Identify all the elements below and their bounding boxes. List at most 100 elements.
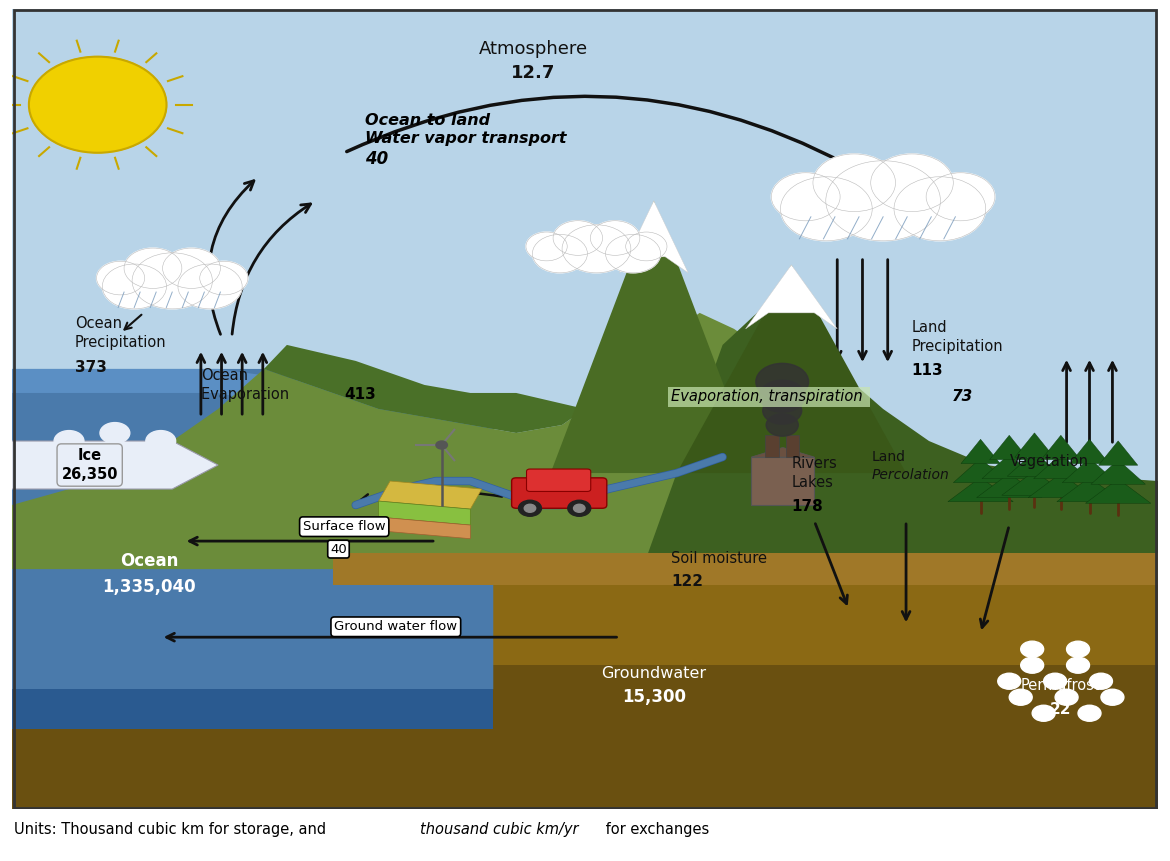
Circle shape bbox=[1089, 673, 1113, 689]
Text: for exchanges: for exchanges bbox=[601, 822, 710, 837]
Text: Ocean to land: Ocean to land bbox=[365, 113, 490, 128]
Polygon shape bbox=[551, 201, 757, 473]
Text: 413: 413 bbox=[344, 387, 376, 402]
Circle shape bbox=[1067, 641, 1089, 657]
Polygon shape bbox=[1090, 460, 1145, 484]
Polygon shape bbox=[1086, 479, 1151, 504]
Text: Land
Precipitation: Land Precipitation bbox=[911, 320, 1004, 354]
Circle shape bbox=[102, 264, 166, 309]
Circle shape bbox=[146, 430, 176, 451]
Polygon shape bbox=[264, 345, 585, 433]
Bar bbox=[12, 666, 1158, 809]
Polygon shape bbox=[12, 369, 494, 689]
Text: Units: Thousand cubic km for storage, and: Units: Thousand cubic km for storage, an… bbox=[14, 822, 331, 837]
Circle shape bbox=[573, 505, 585, 512]
Text: 373: 373 bbox=[75, 360, 106, 375]
Circle shape bbox=[1010, 689, 1032, 705]
Text: Atmosphere: Atmosphere bbox=[479, 40, 589, 58]
Circle shape bbox=[1044, 673, 1067, 689]
Circle shape bbox=[200, 261, 248, 294]
Bar bbox=[12, 569, 1158, 809]
Polygon shape bbox=[1099, 441, 1137, 465]
Polygon shape bbox=[12, 369, 494, 457]
Circle shape bbox=[826, 161, 941, 241]
Text: 73: 73 bbox=[952, 389, 973, 405]
FancyBboxPatch shape bbox=[526, 469, 591, 492]
Bar bbox=[332, 553, 1158, 585]
Polygon shape bbox=[745, 265, 838, 329]
Text: thousand cubic km/yr: thousand cubic km/yr bbox=[420, 822, 578, 837]
Polygon shape bbox=[954, 458, 1007, 483]
Polygon shape bbox=[12, 689, 494, 729]
Circle shape bbox=[763, 397, 801, 424]
Polygon shape bbox=[1033, 455, 1088, 479]
FancyBboxPatch shape bbox=[511, 478, 607, 508]
Text: Water vapor transport: Water vapor transport bbox=[365, 131, 566, 146]
Text: 15,300: 15,300 bbox=[621, 688, 686, 706]
Text: Ice
26,350: Ice 26,350 bbox=[61, 449, 118, 482]
Circle shape bbox=[526, 232, 567, 261]
Polygon shape bbox=[642, 313, 1158, 569]
Text: Soil moisture: Soil moisture bbox=[670, 551, 768, 567]
Circle shape bbox=[1020, 641, 1044, 657]
Text: Evaporation, transpiration: Evaporation, transpiration bbox=[670, 389, 867, 405]
Polygon shape bbox=[977, 474, 1042, 498]
Polygon shape bbox=[676, 265, 906, 473]
Polygon shape bbox=[12, 313, 1158, 569]
Bar bbox=[765, 435, 779, 457]
Text: 122: 122 bbox=[670, 573, 703, 589]
Circle shape bbox=[766, 414, 798, 437]
Polygon shape bbox=[948, 477, 1013, 502]
Circle shape bbox=[1067, 657, 1089, 673]
Text: 113: 113 bbox=[911, 363, 943, 378]
Text: Percolation: Percolation bbox=[872, 468, 949, 481]
Polygon shape bbox=[379, 481, 482, 509]
Bar bbox=[751, 457, 814, 505]
Text: Permafrost: Permafrost bbox=[1021, 678, 1101, 693]
Circle shape bbox=[756, 363, 808, 400]
Polygon shape bbox=[961, 439, 1000, 463]
Text: Rivers
Lakes: Rivers Lakes bbox=[791, 456, 838, 490]
Text: 178: 178 bbox=[791, 499, 824, 514]
Polygon shape bbox=[1041, 436, 1080, 460]
Polygon shape bbox=[1007, 452, 1061, 476]
Circle shape bbox=[894, 177, 986, 241]
Circle shape bbox=[178, 264, 242, 309]
Text: Vegetation: Vegetation bbox=[1010, 454, 1089, 468]
Circle shape bbox=[29, 57, 166, 152]
Circle shape bbox=[1078, 705, 1101, 722]
Circle shape bbox=[124, 248, 181, 288]
Text: Ocean
Precipitation: Ocean Precipitation bbox=[75, 316, 166, 350]
Text: 12.7: 12.7 bbox=[511, 64, 556, 82]
Circle shape bbox=[1055, 689, 1078, 705]
Text: 1,335,040: 1,335,040 bbox=[103, 578, 197, 596]
Circle shape bbox=[759, 381, 805, 412]
Polygon shape bbox=[1028, 474, 1094, 498]
Circle shape bbox=[780, 177, 872, 241]
Circle shape bbox=[998, 673, 1020, 689]
Circle shape bbox=[97, 261, 145, 294]
Circle shape bbox=[567, 500, 591, 517]
Polygon shape bbox=[982, 455, 1037, 479]
Circle shape bbox=[1101, 689, 1124, 705]
Text: Ground water flow: Ground water flow bbox=[335, 620, 457, 634]
Polygon shape bbox=[1069, 439, 1109, 463]
Polygon shape bbox=[990, 436, 1028, 460]
Circle shape bbox=[813, 154, 895, 212]
Text: 40: 40 bbox=[330, 542, 346, 555]
Polygon shape bbox=[619, 201, 688, 273]
Text: Land: Land bbox=[872, 450, 906, 464]
Circle shape bbox=[524, 505, 536, 512]
Polygon shape bbox=[1014, 433, 1054, 457]
Circle shape bbox=[518, 500, 542, 517]
Circle shape bbox=[870, 154, 954, 212]
Circle shape bbox=[606, 234, 661, 273]
Text: 22: 22 bbox=[1051, 702, 1072, 716]
Polygon shape bbox=[1057, 477, 1122, 502]
Text: Ocean: Ocean bbox=[121, 552, 179, 570]
Circle shape bbox=[132, 253, 213, 309]
Text: Surface flow: Surface flow bbox=[303, 520, 386, 533]
Circle shape bbox=[771, 173, 840, 220]
Circle shape bbox=[54, 430, 84, 451]
Circle shape bbox=[163, 248, 220, 288]
